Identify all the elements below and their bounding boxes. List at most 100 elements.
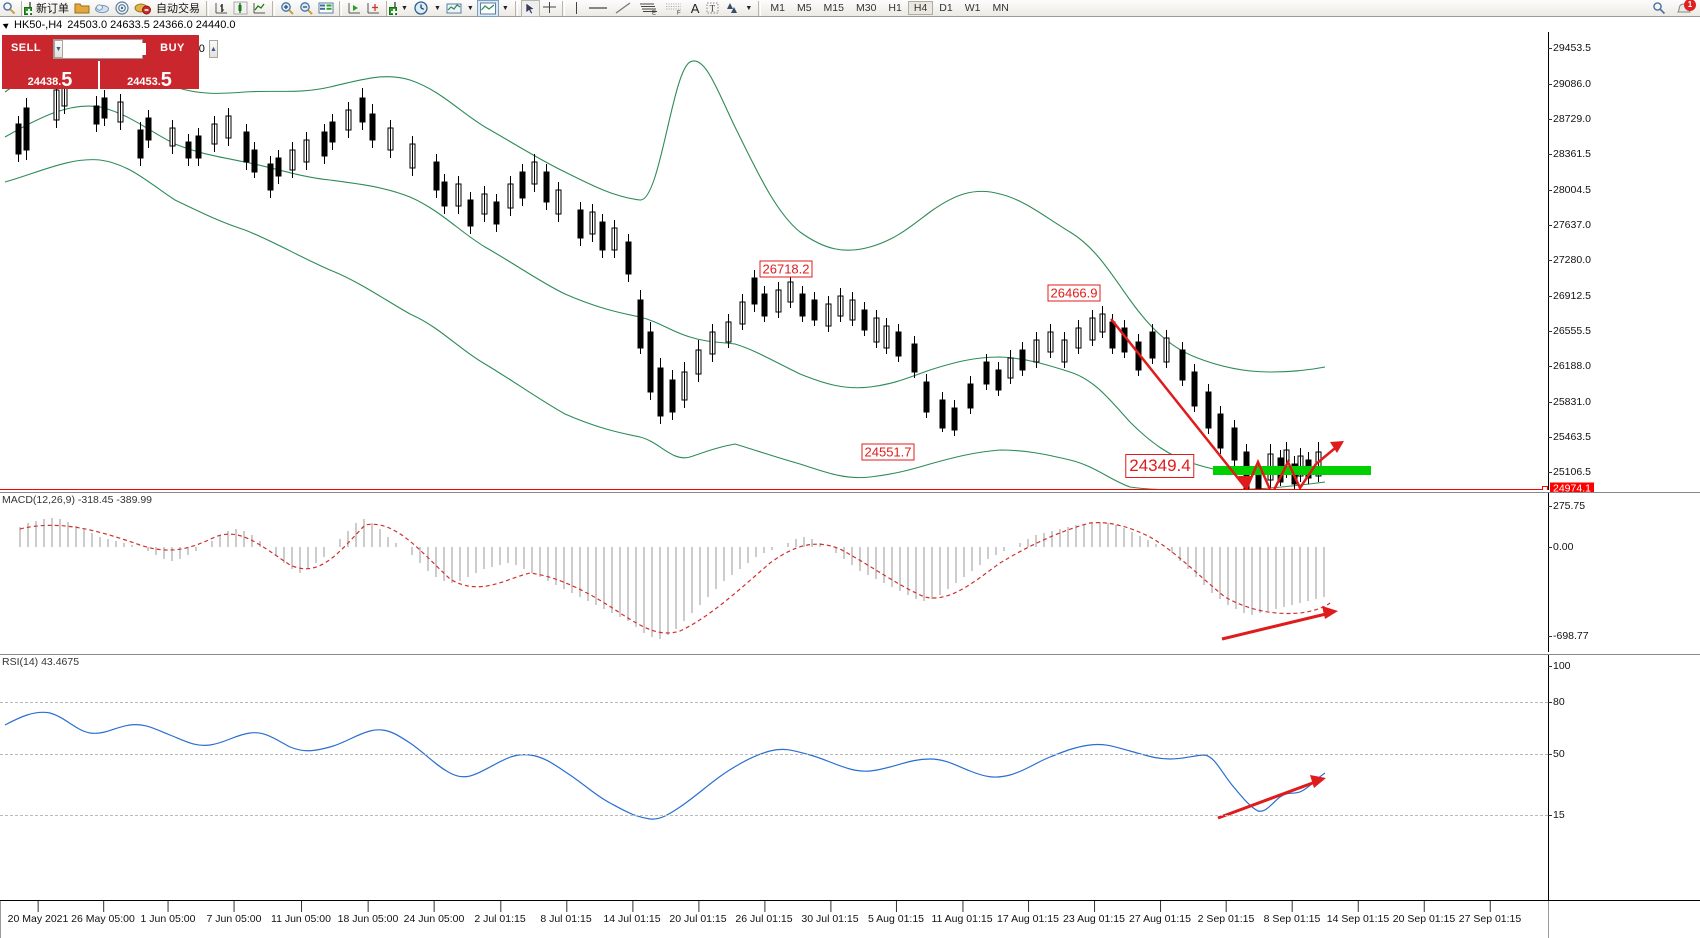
bar-chart-icon[interactable]: [212, 0, 231, 17]
volume-decrement-button[interactable]: ▼: [54, 40, 63, 58]
shapes-icon[interactable]: [722, 0, 742, 17]
folder-icon[interactable]: [72, 0, 92, 17]
macd-label: MACD(12,26,9) -318.45 -389.99: [2, 494, 152, 506]
x-tick: 14 Sep 01:15: [1326, 901, 1390, 925]
data-window-icon[interactable]: [316, 0, 336, 17]
svg-text:F: F: [677, 11, 681, 16]
annotation-26466[interactable]: 26466.9: [1047, 284, 1101, 302]
templates-selected-icon[interactable]: [476, 0, 499, 17]
macd-y-tick: 0.00: [1547, 541, 1574, 553]
x-tick: 8 Sep 01:15: [1263, 901, 1321, 925]
alerts-icon[interactable]: 1: [1674, 0, 1696, 17]
ohlc-values: 24503.0 24633.5 24366.0 24440.0: [67, 19, 236, 31]
hline-icon[interactable]: [585, 0, 611, 17]
zoom-in-icon[interactable]: [278, 0, 297, 17]
label-icon[interactable]: T: [703, 0, 722, 17]
rsi-label: RSI(14) 43.4675: [2, 656, 80, 668]
new-order-label[interactable]: 新订单: [36, 3, 69, 15]
tab-timeframe-m15[interactable]: M15: [823, 2, 844, 14]
y-tick: 26912.5: [1548, 290, 1591, 302]
time-axis[interactable]: 20 May 2021 26 May 05:00 1 Jun 05:00 7 J…: [0, 900, 1700, 938]
toolbar-separator: [386, 0, 389, 16]
tab-timeframe-h1[interactable]: H1: [888, 2, 902, 14]
resistance-line-24974[interactable]: [0, 489, 1548, 490]
cursor-icon[interactable]: [520, 0, 540, 17]
toolbar-separator: [339, 0, 342, 16]
macd-histogram: [19, 518, 1325, 639]
price-y-axis[interactable]: 29453.5 29086.0 28729.0 28361.5 28004.5 …: [1548, 32, 1700, 634]
crosshair-icon[interactable]: [540, 0, 559, 17]
new-order-icon[interactable]: [24, 0, 33, 17]
candlestick-chart-icon[interactable]: [231, 0, 250, 17]
signal-icon[interactable]: [112, 0, 132, 17]
chevron-down-icon[interactable]: ▼: [745, 4, 753, 12]
buy-button[interactable]: BUY: [146, 35, 199, 89]
rsi-plot-area[interactable]: [0, 655, 1548, 900]
chevron-down-icon[interactable]: ▼: [401, 4, 408, 12]
shift-start-icon[interactable]: [345, 0, 364, 17]
cloud-icon[interactable]: [92, 0, 112, 17]
volume-increment-button[interactable]: ▲: [208, 40, 218, 58]
x-tick: 7 Jun 05:00: [206, 901, 262, 925]
y-tick: 28361.5: [1548, 148, 1591, 160]
rsi-y-tick: 80: [1548, 696, 1565, 708]
templates-icon[interactable]: [444, 0, 464, 17]
chevron-down-icon[interactable]: ▼: [433, 4, 441, 12]
x-tick: 11 Aug 01:15: [931, 901, 993, 925]
toolbar-separator: [758, 0, 762, 16]
x-tick: 27 Aug 01:15: [1129, 901, 1191, 925]
period-icon[interactable]: [411, 0, 431, 17]
annotation-26718[interactable]: 26718.2: [759, 260, 813, 278]
x-tick: 24 Jun 05:00: [403, 901, 465, 925]
zoom-out-icon[interactable]: [297, 0, 316, 17]
x-tick: 14 Jul 01:15: [603, 901, 661, 925]
fibo-f-icon[interactable]: F: [661, 0, 687, 17]
tab-timeframe-m5[interactable]: M5: [796, 2, 812, 14]
axis-separator: [1548, 901, 1549, 938]
macd-trend-arrow-annotation: [1221, 606, 1338, 641]
x-tick: 23 Aug 01:15: [1063, 901, 1125, 925]
macd-plot-area[interactable]: [0, 493, 1548, 652]
one-click-trading-panel[interactable]: SELL ▼ ▲ BUY: [2, 35, 218, 89]
buy-label: BUY: [160, 42, 185, 54]
search-icon[interactable]: [0, 0, 18, 17]
tab-timeframe-m1[interactable]: M1: [770, 2, 785, 14]
vline-icon[interactable]: [568, 0, 585, 17]
macd-signal-line: [19, 522, 1331, 634]
chevron-down-icon[interactable]: ▼: [501, 4, 509, 12]
line-chart-icon[interactable]: [250, 0, 269, 17]
bollinger-lower-band: [4, 159, 1326, 490]
tab-timeframe-d1[interactable]: D1: [939, 2, 953, 14]
x-tick: 18 Jun 05:00: [337, 901, 399, 925]
macd-y-tick: 275.75: [1547, 500, 1586, 512]
fibo-icon[interactable]: E: [635, 0, 661, 17]
shift-end-icon[interactable]: [364, 0, 383, 17]
price-plot-area[interactable]: 26718.2 26466.9 24551.7 24349.4 23777.4: [0, 32, 1548, 490]
sell-button[interactable]: SELL: [2, 35, 50, 89]
text-icon[interactable]: A: [690, 0, 700, 16]
tab-timeframe-m30[interactable]: M30: [855, 2, 877, 14]
toolbar-separator: [272, 0, 275, 16]
trendline-icon[interactable]: [611, 0, 635, 17]
volume-control[interactable]: ▼ ▲: [50, 35, 218, 89]
rsi-y-tick: 15: [1548, 809, 1565, 821]
tab-timeframe-mn[interactable]: MN: [992, 2, 1009, 14]
y-tick: 25106.5: [1548, 466, 1591, 478]
annotation-24551[interactable]: 24551.7: [861, 443, 915, 461]
downtrend-line-annotation: [1110, 318, 1252, 489]
chevron-down-icon[interactable]: ▼: [466, 4, 474, 12]
level-handle-24974[interactable]: [1542, 486, 1548, 490]
macd-indicator-panel: MACD(12,26,9) -318.45 -389.99: [0, 492, 1700, 652]
macd-y-tick: -698.77: [1548, 630, 1589, 642]
y-tick: 29086.0: [1548, 78, 1591, 90]
tab-timeframe-w1[interactable]: W1: [964, 2, 981, 14]
annotation-24349[interactable]: 24349.4: [1125, 454, 1195, 478]
y-tick: 26188.0: [1548, 360, 1591, 372]
search-icon-right[interactable]: [1650, 0, 1668, 17]
y-tick: 27637.0: [1548, 219, 1591, 231]
autotrading-icon[interactable]: [132, 0, 153, 17]
indicators-icon[interactable]: [389, 0, 398, 17]
x-tick: 2 Jul 01:15: [474, 901, 526, 925]
tab-timeframe-h4[interactable]: H4: [907, 1, 934, 15]
autotrading-label[interactable]: 自动交易: [156, 3, 200, 15]
